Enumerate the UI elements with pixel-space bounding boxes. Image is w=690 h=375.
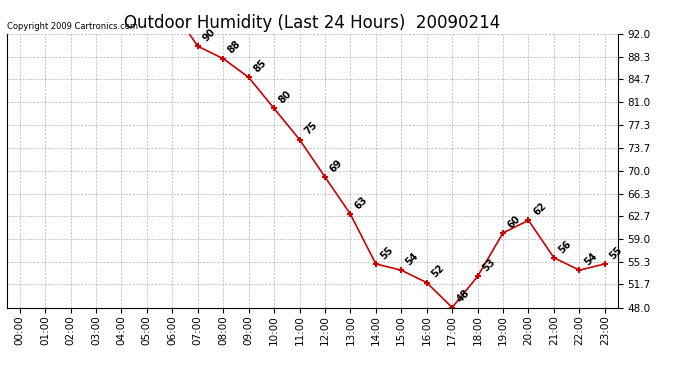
Text: 53: 53 — [480, 257, 497, 274]
Title: Outdoor Humidity (Last 24 Hours)  20090214: Outdoor Humidity (Last 24 Hours) 2009021… — [124, 14, 500, 32]
Text: 56: 56 — [557, 238, 573, 255]
Text: 96: 96 — [0, 374, 1, 375]
Text: 52: 52 — [429, 263, 446, 280]
Text: 96: 96 — [0, 374, 1, 375]
Text: 96: 96 — [0, 374, 1, 375]
Text: 60: 60 — [506, 213, 522, 230]
Text: 90: 90 — [201, 27, 217, 44]
Text: 85: 85 — [251, 58, 268, 75]
Text: 54: 54 — [582, 251, 599, 267]
Text: 54: 54 — [404, 251, 421, 267]
Text: 62: 62 — [531, 201, 548, 217]
Text: 96: 96 — [0, 374, 1, 375]
Text: 96: 96 — [0, 374, 1, 375]
Text: Copyright 2009 Cartronics.com: Copyright 2009 Cartronics.com — [7, 22, 138, 31]
Text: 69: 69 — [328, 158, 344, 174]
Text: 48: 48 — [455, 288, 472, 305]
Text: 88: 88 — [226, 39, 243, 56]
Text: 80: 80 — [277, 89, 293, 106]
Text: 55: 55 — [379, 244, 395, 261]
Text: 75: 75 — [302, 120, 319, 137]
Text: 96: 96 — [0, 374, 1, 375]
Text: 96: 96 — [0, 374, 1, 375]
Text: 63: 63 — [353, 195, 370, 211]
Text: 55: 55 — [608, 244, 624, 261]
